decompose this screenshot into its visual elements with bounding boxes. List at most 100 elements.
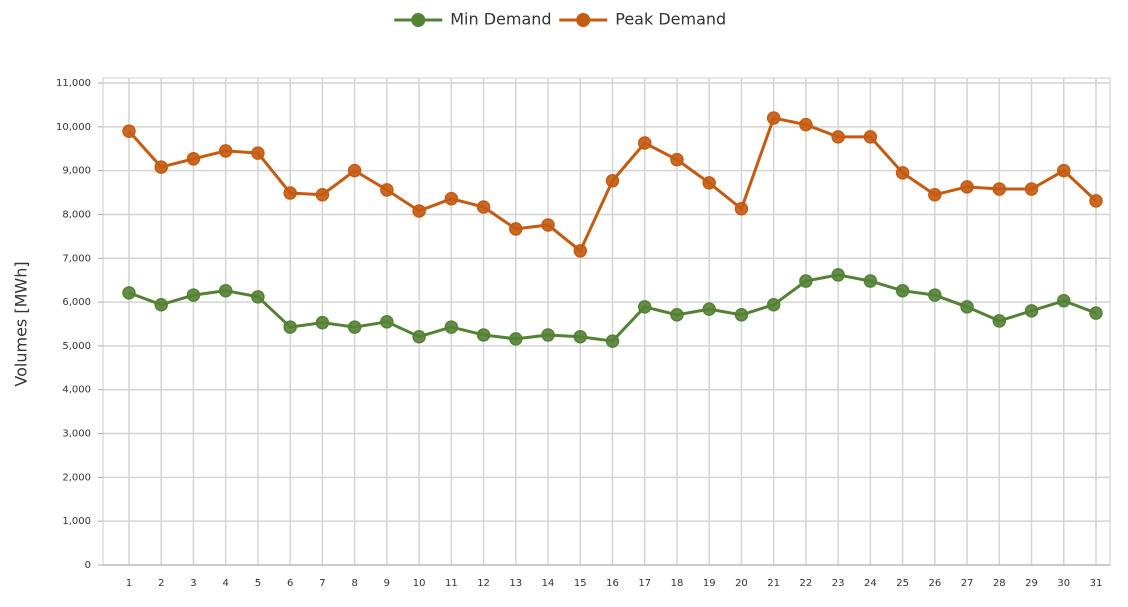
data-point (863, 130, 878, 144)
y-tick-label: 5,000 (62, 341, 91, 352)
x-tick-label: 23 (832, 578, 845, 589)
data-point (283, 320, 297, 334)
data-point (734, 202, 749, 216)
data-point (895, 283, 910, 298)
data-point (412, 204, 426, 218)
data-point (347, 163, 362, 178)
data-point (154, 160, 168, 174)
x-tick-label: 22 (800, 578, 813, 589)
data-point (831, 130, 845, 144)
y-tick-label: 7,000 (62, 253, 91, 264)
data-point (218, 283, 233, 298)
data-point (541, 218, 555, 232)
data-point (283, 186, 297, 200)
x-tick-label: 21 (767, 578, 780, 589)
y-tick-label: 4,000 (62, 385, 91, 396)
data-point (444, 191, 459, 206)
data-point (605, 334, 620, 348)
y-tick-label: 1,000 (62, 516, 91, 527)
data-point (1024, 304, 1039, 318)
data-point (122, 124, 136, 138)
y-tick-label: 6,000 (62, 297, 91, 308)
legend-text: Min Demand (450, 10, 551, 29)
x-tick-label: 20 (735, 578, 748, 589)
data-point (509, 332, 523, 346)
y-tick-label: 9,000 (62, 166, 91, 177)
data-point (154, 297, 168, 312)
x-tick-label: 18 (671, 578, 684, 589)
x-tick-label: 15 (574, 578, 587, 589)
data-point (734, 308, 749, 322)
data-point (605, 173, 620, 188)
data-point (347, 320, 362, 334)
data-point (1089, 306, 1103, 320)
legend-text: Peak Demand (615, 10, 726, 29)
data-point (895, 166, 910, 180)
data-point (1057, 294, 1071, 308)
y-tick-label: 3,000 (62, 429, 91, 440)
x-tick-label: 13 (509, 578, 522, 589)
x-tick-label: 12 (477, 578, 490, 589)
data-point (315, 187, 330, 202)
x-tick-label: 28 (993, 578, 1006, 589)
data-point (960, 180, 974, 194)
x-tick-label: 11 (445, 578, 458, 589)
data-point (444, 320, 459, 334)
data-point (637, 136, 652, 150)
data-point (928, 288, 942, 302)
x-tick-label: 2 (158, 578, 164, 589)
data-point (766, 111, 781, 125)
data-point (960, 300, 974, 314)
data-point (670, 152, 684, 167)
y-tick-label: 2,000 (62, 472, 91, 483)
x-tick-label: 30 (1057, 578, 1070, 589)
data-point (541, 328, 555, 342)
legend-marker (411, 13, 426, 27)
legend: Min Demand Peak Demand (394, 10, 726, 29)
data-point (637, 300, 652, 314)
data-point (831, 268, 845, 282)
data-point (863, 274, 878, 288)
data-point (1089, 194, 1103, 208)
x-tick-label: 1 (126, 578, 132, 589)
data-point (928, 187, 942, 202)
x-tick-label: 19 (703, 578, 716, 589)
data-point (799, 117, 813, 132)
x-tick-label: 14 (542, 578, 555, 589)
data-point (476, 328, 491, 342)
data-point (702, 176, 716, 190)
x-tick-label: 5 (255, 578, 261, 589)
x-tick-label: 27 (961, 578, 974, 589)
x-tick-label: 4 (223, 578, 229, 589)
data-point (992, 314, 1007, 328)
data-point (1024, 182, 1039, 196)
data-point (186, 152, 201, 166)
data-point (799, 274, 813, 288)
data-point (251, 290, 265, 304)
x-tick-label: 10 (413, 578, 426, 589)
y-tick-label: 8,000 (62, 209, 91, 220)
data-point (766, 297, 781, 312)
data-point (251, 146, 265, 160)
legend-marker (576, 13, 591, 27)
x-tick-label: 9 (384, 578, 390, 589)
x-tick-label: 26 (928, 578, 941, 589)
data-point (476, 200, 491, 214)
x-tick-label: 16 (606, 578, 619, 589)
x-tick-label: 24 (864, 578, 877, 589)
data-point (992, 182, 1007, 196)
x-tick-label: 8 (351, 578, 357, 589)
x-tick-label: 3 (190, 578, 196, 589)
y-tick-label: 0 (85, 560, 91, 571)
y-axis-title: Volumes [MWh] (12, 261, 31, 386)
y-tick-label: 10,000 (56, 122, 91, 133)
data-point (218, 144, 233, 158)
x-tick-label: 7 (319, 578, 325, 589)
data-point (670, 308, 684, 322)
y-tick-label: 11,000 (56, 78, 91, 89)
data-point (122, 286, 136, 300)
x-tick-label: 6 (287, 578, 293, 589)
x-tick-label: 29 (1025, 578, 1038, 589)
data-point (315, 315, 330, 330)
